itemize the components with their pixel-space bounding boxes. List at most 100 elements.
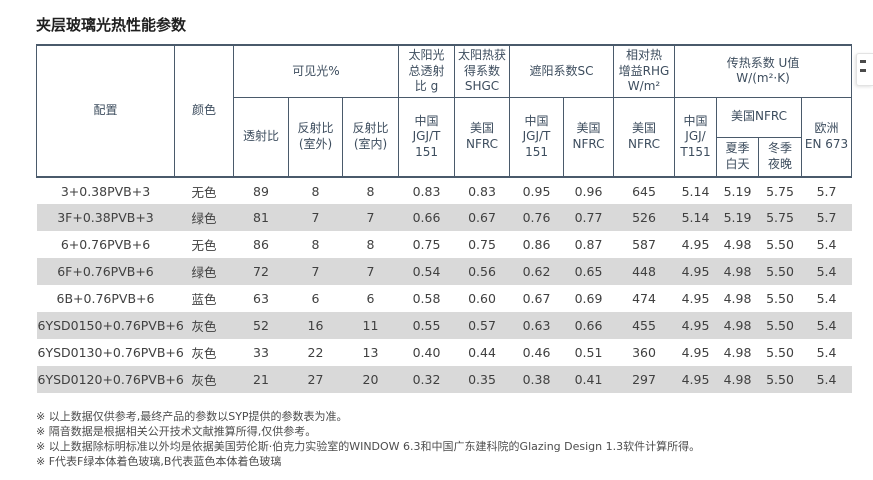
value-cell: 0.35	[468, 372, 496, 388]
value-cell: 0.57	[468, 318, 496, 334]
value-cell: 16	[307, 318, 324, 334]
header-g-china-jgj: 中国 JGJ/T 151	[398, 96, 456, 178]
value-cell: 0.67	[522, 291, 551, 307]
header-rhg-group: 相对热 增益RHG W/m²	[613, 43, 676, 98]
value-cell: 4.98	[723, 318, 752, 334]
header-sc-group: 遮阳系数SC	[509, 43, 615, 98]
value-cell: 5.4	[816, 372, 837, 388]
value-cell: 无色	[174, 176, 234, 205]
config-cell: 6+0.76PVB+6	[60, 237, 151, 253]
table-row: 3F+0.38PVB+3 绿色 81 7 7 0.66 0.67 0.76 0.77 526 5.1…	[36, 204, 852, 232]
value-cell: 8	[288, 176, 343, 205]
value-cell: 474	[632, 291, 656, 307]
value-cell: 0.67	[468, 210, 496, 226]
value-cell: 绿色	[191, 211, 217, 227]
side-widget[interactable]	[856, 53, 873, 86]
value-cell: 5.50	[766, 237, 794, 253]
config-cell: 6YSD0130+0.76PVB+6	[37, 345, 184, 361]
header-reflectance-indoor: 反射比 (室内)	[341, 96, 400, 178]
header-transmittance: 透射比	[233, 96, 289, 178]
header-u-china-jgj: 中国 JGJ/ T151	[674, 96, 718, 178]
value-cell: 0.46	[522, 345, 551, 361]
value-cell: 无色	[191, 238, 217, 254]
value-cell: 灰色	[191, 346, 217, 362]
value-cell: 13	[362, 345, 379, 361]
value-cell: 526	[632, 210, 656, 226]
value-cell: 455	[632, 318, 656, 334]
value-cell: 0.32	[412, 372, 441, 388]
value-cell: 0.41	[574, 372, 603, 388]
value-cell: 6	[311, 291, 320, 307]
value-cell: 0.58	[412, 291, 441, 307]
footnote-line: ※ F代表F绿本体着色玻璃,B代表蓝色本体着色玻璃	[36, 455, 282, 469]
config-cell: 6YSD0120+0.76PVB+6	[37, 372, 184, 388]
value-cell: 5.19	[716, 176, 759, 205]
config-cell: 3+0.38PVB+3	[36, 176, 175, 205]
table-row: 6F+0.76PVB+6 绿色 72 7 7 0.54 0.56 0.62 0.65 448 4.9…	[36, 258, 852, 286]
page-container: 夹层玻璃光热性能参数 配置 颜色 可见光% 太阳光 总透射 比 g 太阳热获 得…	[36, 16, 873, 469]
value-cell: 587	[632, 237, 656, 253]
value-cell: 5.4	[816, 264, 837, 280]
value-cell: 8	[366, 237, 375, 253]
value-cell: 0.66	[574, 318, 603, 334]
value-cell: 5.19	[723, 210, 752, 226]
header-reflectance-outdoor: 反射比 (室外)	[288, 96, 343, 178]
header-visible-light-group: 可见光%	[232, 43, 400, 98]
value-cell: 27	[307, 372, 324, 388]
value-cell: 7	[366, 264, 375, 280]
header-sc-us-nfrc: 美国 NFRC	[563, 96, 615, 178]
value-cell: 5.7	[801, 176, 852, 205]
table-row: 6+0.76PVB+6 无色 86 8 8 0.75 0.75 0.86 0.87 587 4.95…	[37, 231, 852, 258]
value-cell: 4.95	[681, 291, 710, 307]
value-cell: 0.75	[468, 237, 496, 253]
footnotes: ※ 以上数据仅供参考,最终产品的参数以SYP提供的参数表为准。 ※ 隔音数据是根…	[36, 409, 873, 469]
value-cell: 33	[253, 345, 269, 361]
value-cell: 5.4	[816, 318, 837, 334]
value-cell: 5.14	[681, 210, 710, 226]
value-cell: 360	[632, 345, 656, 361]
header-solar-g-group: 太阳光 总透射 比 g	[398, 43, 456, 98]
value-cell: 52	[253, 318, 269, 334]
value-cell: 0.95	[509, 176, 564, 205]
config-cell: 6B+0.76PVB+6	[56, 291, 155, 307]
table-row: 3+0.38PVB+3 无色 89 8 8 0.83 0.83 0.95 0.96 645 5.14…	[36, 176, 852, 205]
value-cell: 0.86	[522, 237, 551, 253]
value-cell: 0.75	[412, 237, 441, 253]
value-cell: 0.62	[522, 264, 551, 280]
value-cell: 5.75	[766, 210, 794, 226]
value-cell: 4.95	[681, 264, 710, 280]
value-cell: 5.50	[766, 345, 794, 361]
value-cell: 4.95	[681, 237, 710, 253]
value-cell: 0.56	[468, 264, 496, 280]
header-u-europe-en673: 欧洲 EN 673	[801, 96, 853, 178]
value-cell: 89	[233, 176, 289, 205]
value-cell: 5.4	[816, 237, 837, 253]
value-cell: 7	[366, 210, 375, 226]
header-rhg-us-nfrc: 美国 NFRC	[613, 96, 676, 178]
value-cell: 0.40	[412, 345, 441, 361]
header-u-summer-day: 夏季 白天	[716, 136, 760, 178]
value-cell: 8	[311, 237, 320, 253]
header-color: 颜色	[174, 43, 234, 178]
value-cell: 灰色	[191, 373, 217, 389]
performance-table: 配置 颜色 可见光% 太阳光 总透射 比 g 太阳热获 得系数 SHGC 遮阳系…	[36, 43, 853, 394]
value-cell: 0.60	[468, 291, 496, 307]
value-cell: 5.7	[816, 210, 837, 226]
value-cell: 86	[253, 237, 269, 253]
value-cell: 蓝色	[191, 292, 217, 308]
footnote-line: ※ 隔音数据是根据相关公开技术文献推算所得,仅供参考。	[36, 425, 317, 439]
value-cell: 6	[366, 291, 375, 307]
header-shgc-group: 太阳热获 得系数 SHGC	[454, 43, 511, 98]
value-cell: 4.95	[681, 372, 710, 388]
widget-dash-icon	[860, 60, 866, 63]
value-cell: 72	[253, 264, 269, 280]
value-cell: 5.50	[766, 372, 794, 388]
config-cell: 6F+0.76PVB+6	[57, 264, 154, 280]
table-row: 6YSD0120+0.76PVB+6 灰色 21 27 20 0.32 0.35 0.38 0.…	[36, 366, 852, 394]
header-config: 配置	[36, 43, 175, 178]
value-cell: 448	[632, 264, 656, 280]
value-cell: 7	[311, 264, 320, 280]
value-cell: 7	[311, 210, 320, 226]
value-cell: 0.55	[412, 318, 441, 334]
header-u-winter-night: 冬季 夜晚	[758, 136, 803, 178]
